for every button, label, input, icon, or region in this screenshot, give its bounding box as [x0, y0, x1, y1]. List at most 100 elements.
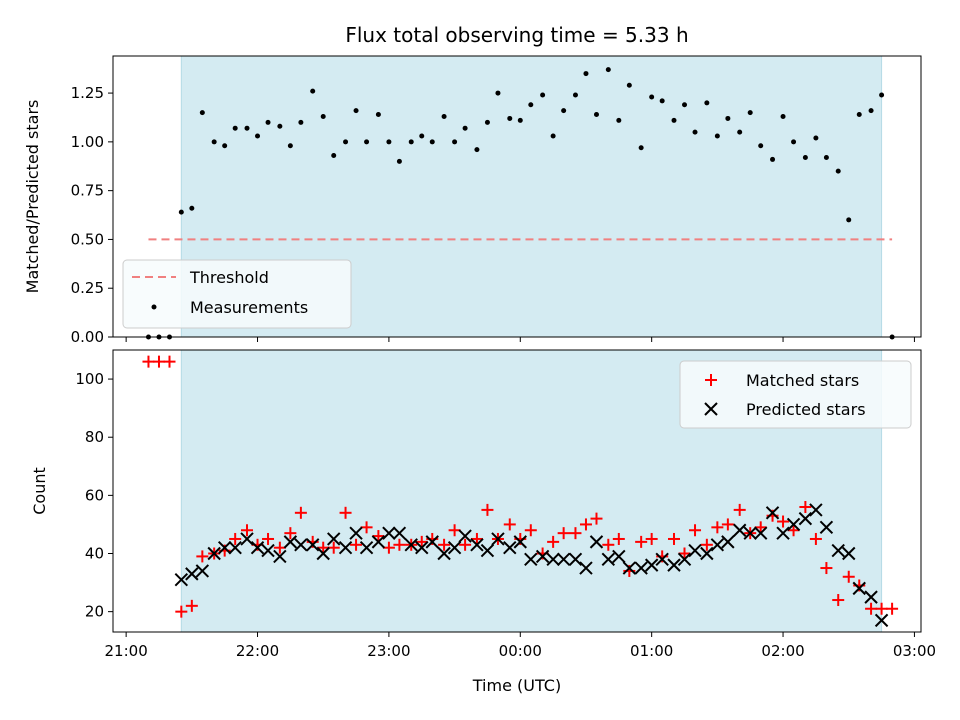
predicted-star-point: [349, 526, 363, 540]
measurement-point: [846, 217, 852, 223]
measurement-point: [396, 158, 402, 164]
measurement-point: [517, 117, 523, 123]
y-tick-label: 1.00: [71, 133, 104, 151]
predicted-star-point: [447, 540, 462, 555]
matched-star-point: [415, 535, 428, 548]
predicted-star-point: [316, 546, 330, 561]
matched-star-point: [360, 521, 373, 534]
measurement-point: [211, 139, 217, 145]
predicted-star-point: [667, 558, 681, 572]
predicted-star-point: [240, 532, 254, 546]
matched-star-point: [327, 541, 340, 554]
y-tick-label: 40: [85, 545, 104, 563]
measurement-point: [540, 92, 546, 98]
measurement-point: [320, 113, 326, 119]
y-tick-label: 1.25: [71, 84, 104, 102]
predicted-star-point: [425, 535, 439, 549]
ratio-y-axis-label: Matched/Predicted stars: [23, 100, 42, 294]
measurement-point: [528, 102, 534, 108]
matched-star-point: [142, 355, 155, 368]
predicted-star-point: [503, 540, 517, 555]
matched-star-point: [809, 532, 822, 545]
ratio-x-ticks: [125, 337, 915, 342]
measurement-point: [791, 139, 797, 145]
legend-measurements-swatch: [151, 304, 157, 310]
x-tick-label: 03:00: [893, 642, 936, 660]
matched-star-point: [438, 538, 451, 551]
matched-star-point: [886, 602, 899, 615]
matched-star-point: [382, 541, 395, 554]
legend-predicted-label: Predicted stars: [746, 400, 866, 419]
matched-star-point: [284, 527, 297, 540]
matched-star-point: [273, 541, 286, 554]
matched-star-point: [875, 602, 888, 615]
legend-measurements-label: Measurements: [190, 298, 308, 317]
x-tick-label: 00:00: [499, 642, 542, 660]
predicted-star-point: [480, 543, 495, 558]
measurement-point: [758, 143, 764, 149]
matched-star-point: [777, 515, 790, 528]
predicted-star-point: [491, 532, 505, 546]
matched-star-point: [294, 506, 307, 519]
predicted-star-point: [677, 552, 692, 567]
matched-star-point: [317, 541, 330, 554]
matched-star-point: [645, 532, 658, 545]
matched-star-point: [569, 527, 582, 540]
legend-matched-label: Matched stars: [746, 371, 859, 390]
predicted-star-point: [568, 552, 583, 567]
matched-star-point: [229, 532, 242, 545]
predicted-stars-series: [174, 503, 889, 628]
measurement-point: [638, 145, 644, 151]
measurement-point: [386, 139, 392, 145]
predicted-star-point: [415, 540, 429, 555]
measurement-point: [287, 143, 293, 149]
measurement-point: [452, 139, 458, 145]
matched-star-point: [152, 355, 165, 368]
matched-star-point: [372, 530, 385, 543]
ratio-y-ticks: 0.00 0.25 0.50 0.75 1.00 1.25: [71, 84, 113, 346]
measurement-point: [704, 100, 710, 106]
predicted-star-point: [185, 567, 199, 581]
measurement-point: [802, 154, 808, 160]
matched-star-point: [524, 524, 537, 537]
predicted-star-point: [864, 590, 878, 604]
predicted-star-point: [688, 543, 702, 558]
matched-star-point: [196, 550, 209, 563]
predicted-star-point: [359, 540, 374, 555]
matched-star-point: [754, 521, 767, 534]
measurement-point: [429, 139, 435, 145]
y-tick-label: 0.50: [71, 230, 104, 248]
matched-star-point: [339, 506, 352, 519]
y-tick-label: 0.25: [71, 279, 104, 297]
matched-star-point: [799, 500, 812, 513]
predicted-star-point: [546, 552, 560, 567]
x-tick-label: 21:00: [105, 642, 148, 660]
matched-star-point: [721, 518, 734, 531]
matched-star-point: [787, 524, 800, 537]
matched-star-point: [557, 527, 570, 540]
measurement-point: [419, 133, 425, 139]
x-tick-label: 02:00: [761, 642, 804, 660]
matched-star-point: [175, 605, 188, 618]
measurement-point: [561, 108, 567, 114]
measurement-point: [232, 125, 238, 131]
measurement-point: [255, 133, 261, 139]
predicted-star-point: [437, 546, 451, 561]
predicted-star-point: [874, 613, 889, 628]
predicted-star-point: [612, 549, 626, 564]
predicted-star-point: [776, 526, 790, 540]
measurement-point: [692, 129, 698, 135]
measurement-point: [605, 67, 611, 73]
predicted-star-point: [513, 535, 527, 549]
measurement-point: [353, 108, 359, 114]
predicted-star-point: [831, 543, 845, 558]
predicted-star-point: [294, 538, 308, 552]
predicted-star-point: [798, 511, 813, 526]
measurement-point: [593, 112, 599, 118]
x-tick-label: 01:00: [630, 642, 673, 660]
predicted-star-point: [338, 540, 353, 555]
predicted-star-point: [404, 538, 418, 552]
measurement-point: [484, 119, 490, 125]
measurement-point: [265, 119, 271, 125]
